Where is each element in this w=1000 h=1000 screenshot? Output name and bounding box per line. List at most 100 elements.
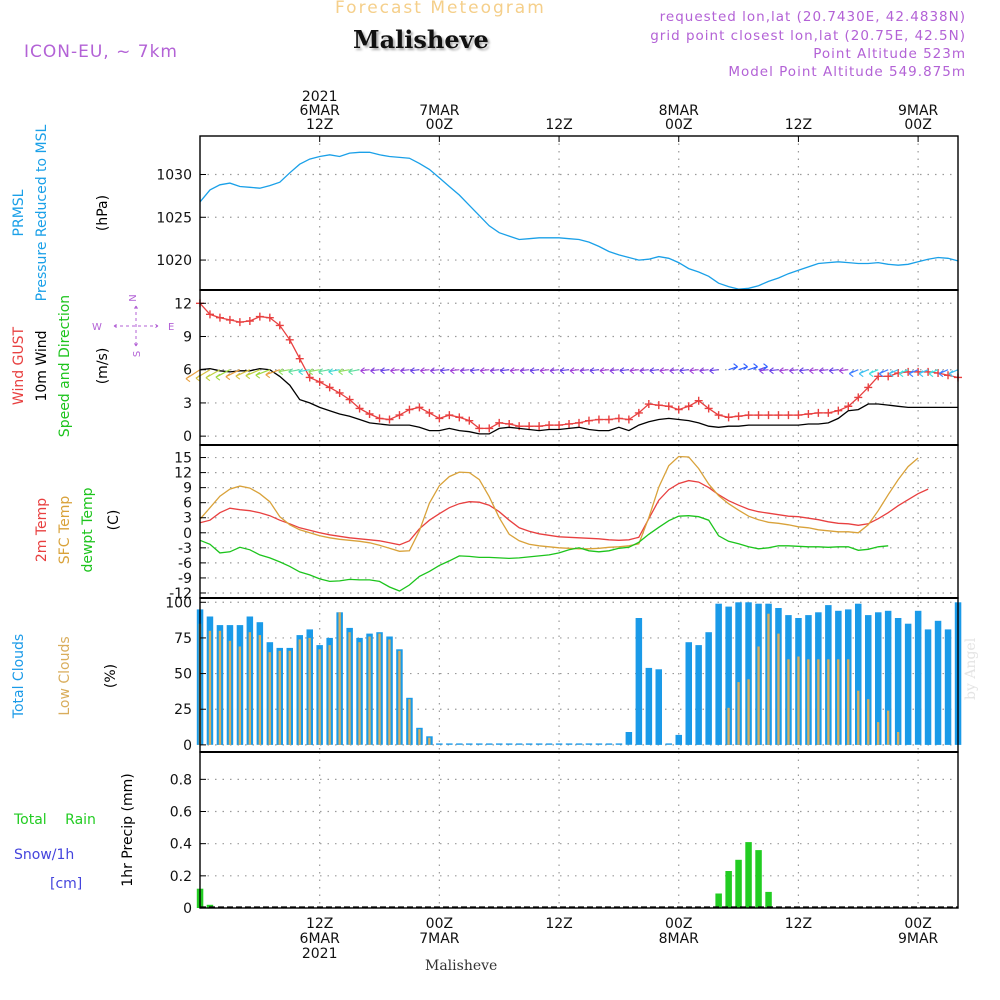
gust-point (255, 312, 264, 321)
bar-total-clouds (565, 743, 573, 745)
gust-point (814, 408, 823, 417)
wind-arrow (629, 369, 639, 372)
compass-s: S (132, 351, 143, 357)
bar-total-clouds (655, 669, 662, 745)
wind-arrowhead (469, 367, 475, 375)
gust-point (764, 411, 773, 420)
wind-arrow (288, 369, 300, 373)
bottom-time-label: 12Z (545, 916, 572, 932)
panel-frames (199, 135, 959, 909)
bar-total-clouds (904, 623, 912, 745)
gust-point (365, 410, 374, 418)
wind-arrowhead (888, 370, 894, 378)
wind-arrow (460, 369, 470, 372)
wind-arrowhead (809, 367, 814, 375)
gust-point (465, 416, 474, 425)
series-line-sfc-temp (199, 455, 919, 552)
wind-arrowhead (928, 370, 934, 378)
wind-arrowhead (669, 367, 675, 375)
panel-frame-clouds (199, 597, 959, 753)
gust-point (854, 393, 863, 402)
gust-point (375, 414, 384, 423)
wind-arrowhead (759, 367, 764, 375)
y-tick-temperature: -9 (178, 571, 192, 587)
wind-arrowhead (235, 372, 241, 380)
wind-arrowhead (743, 363, 748, 371)
gust-point (445, 411, 454, 420)
bar-low-clouds (208, 630, 212, 745)
bar-total-clouds (735, 602, 742, 745)
label-2m-temp: 2m Temp (34, 498, 50, 562)
series-line-dewpt-temp (199, 515, 889, 592)
wind-arrowhead (908, 370, 914, 378)
bar-low-clouds (747, 679, 750, 745)
wind-arrowhead (918, 370, 924, 378)
y-tick-temperature: 15 (174, 451, 192, 467)
y-tick-temperature: -3 (178, 541, 192, 557)
bar-low-clouds (857, 690, 860, 745)
top-time-label: 00Z (665, 117, 692, 133)
wind-arrow (839, 369, 849, 372)
top-time-label: 00Z (426, 117, 453, 133)
label-10m-wind: 10m Wind (34, 330, 50, 401)
compass-n: N (128, 294, 139, 301)
y-tick-temperature: 6 (183, 496, 192, 512)
gust-point (345, 395, 354, 404)
wind-arrow (410, 369, 420, 372)
top-time-label: 6MAR (300, 103, 341, 119)
wind-arrow (348, 369, 360, 373)
wind-arrowhead (360, 367, 365, 375)
wind-arrow (689, 369, 699, 372)
wind-arrowhead (589, 367, 595, 375)
bottom-time-label: 2021 (302, 946, 338, 962)
label-cm: [cm] (50, 876, 82, 892)
wind-arrowhead (858, 370, 864, 378)
y-tick-clouds: 75 (174, 631, 192, 647)
gust-point (794, 411, 803, 420)
bar-total-clouds (884, 610, 892, 745)
gust-point (774, 411, 783, 420)
label-celsius: (C) (106, 510, 122, 531)
wind-arrowhead (298, 368, 304, 376)
wind-arrow (430, 369, 440, 372)
bar-total-clouds (635, 618, 643, 745)
y-tick-clouds: 0 (183, 738, 192, 754)
model-label: ICON-EU, ~ 7km (24, 42, 178, 62)
location-title: Malisheve (353, 25, 489, 54)
wind-arrowhead (255, 371, 261, 379)
wind-arrow (338, 369, 350, 373)
wind-arrowhead (763, 363, 768, 371)
wind-arrow (490, 369, 500, 372)
bar-total-clouds (914, 610, 922, 745)
label-ms: (m/s) (95, 348, 111, 385)
wind-arrowhead (753, 363, 758, 371)
gust-point (425, 408, 434, 417)
bar-total-clouds (505, 743, 513, 745)
bar-low-clouds (897, 732, 900, 745)
wind-arrowhead (539, 367, 545, 375)
gust-point (594, 415, 603, 424)
bar-total-clouds (555, 743, 563, 745)
bar-low-clouds (368, 636, 371, 745)
bar-low-clouds (338, 612, 341, 745)
bar-low-clouds (727, 707, 730, 745)
wind-arrow (579, 369, 590, 372)
wind-arrow (380, 369, 390, 372)
bar-low-clouds (827, 659, 830, 745)
bar-rain (765, 891, 772, 908)
y-tick-pressure: 1025 (156, 210, 192, 226)
bar-low-clouds (787, 659, 790, 745)
wind-arrowhead (649, 367, 655, 375)
wind-arrow (420, 369, 430, 372)
gust-point (505, 419, 514, 428)
bar-low-clouds (268, 652, 271, 745)
wind-arrowhead (430, 367, 435, 375)
gust-point (575, 418, 583, 427)
bar-low-clouds (837, 659, 840, 745)
gust-point (714, 411, 723, 420)
wind-arrow (549, 369, 560, 372)
bar-low-clouds (278, 650, 281, 745)
panel-frame-pressure (199, 135, 959, 291)
gust-point (385, 415, 394, 424)
bar-low-clouds (737, 682, 740, 745)
